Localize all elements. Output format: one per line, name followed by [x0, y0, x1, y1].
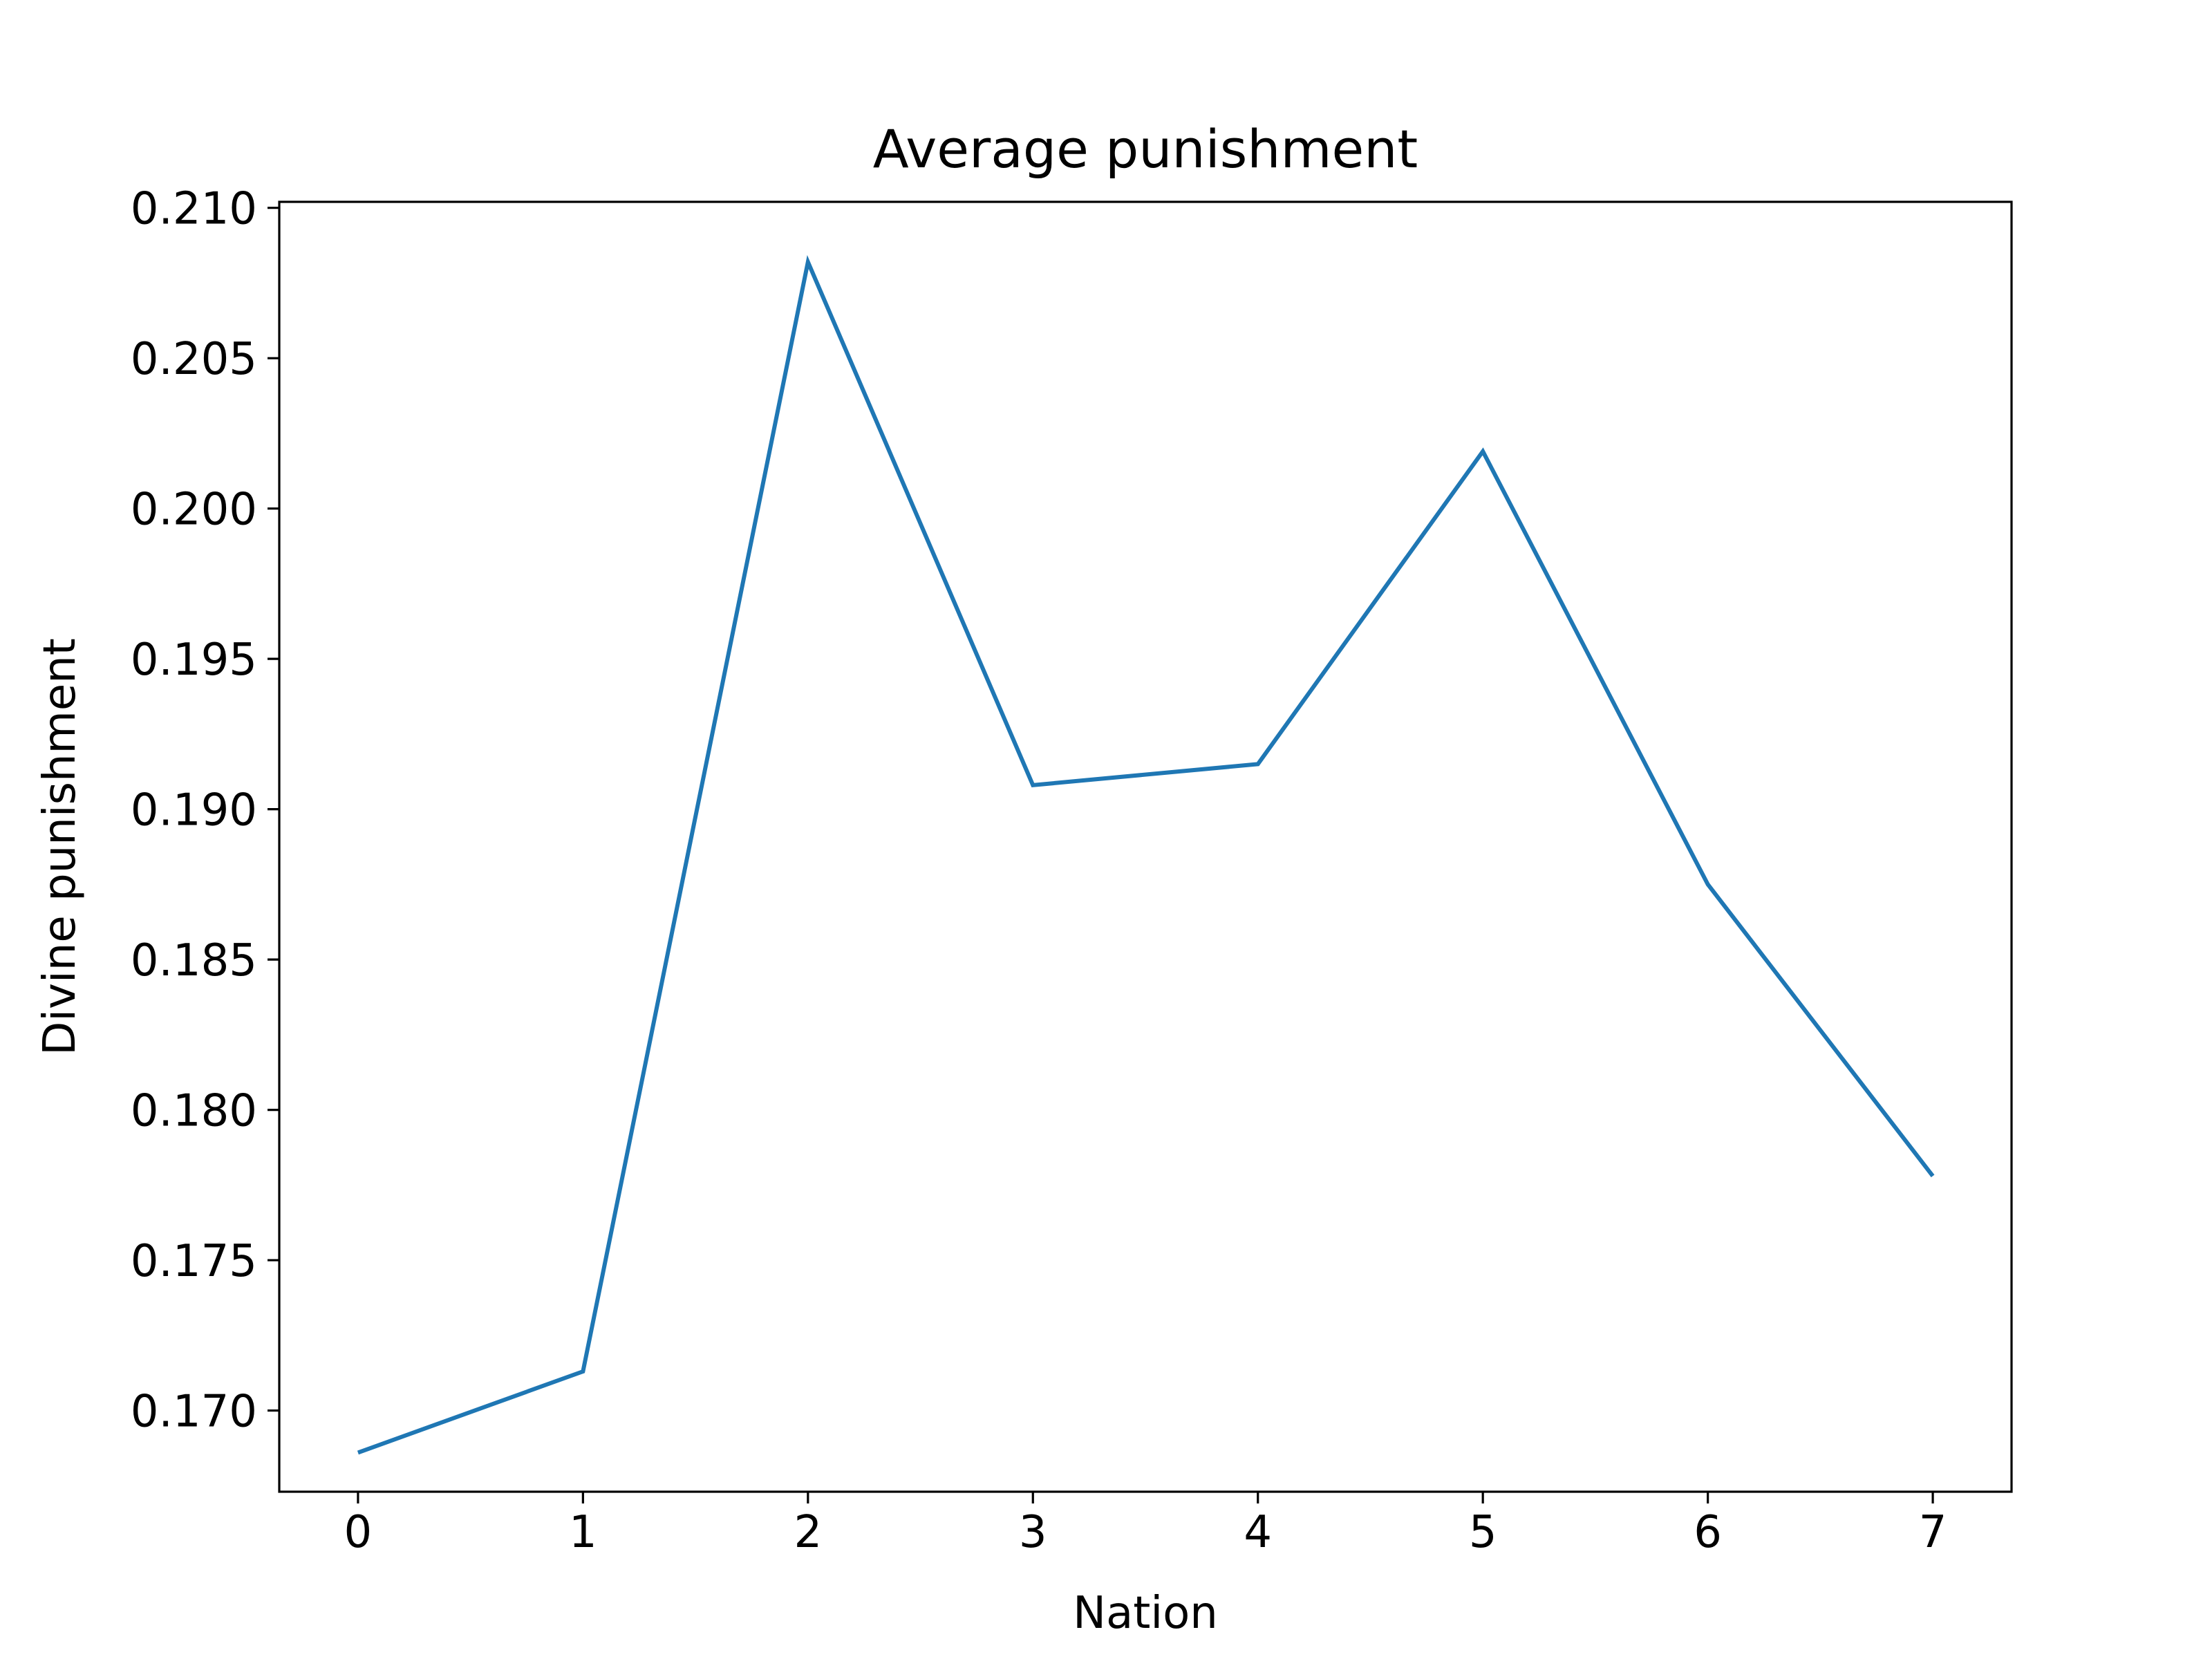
y-tick-label: 0.190 [131, 785, 257, 836]
y-tick-label: 0.170 [131, 1387, 257, 1438]
x-tick-label: 6 [1694, 1507, 1722, 1558]
x-tick-label: 7 [1919, 1507, 1947, 1558]
y-tick-label: 0.175 [131, 1236, 257, 1287]
y-axis-label: Divine punishment [35, 638, 86, 1056]
y-tick-label: 0.180 [131, 1086, 257, 1137]
y-tick-label: 0.210 [131, 184, 257, 235]
series-line [357, 254, 1935, 1455]
y-tick-label: 0.185 [131, 935, 257, 986]
axes-frame [278, 200, 2013, 1493]
y-axis: 0.170 0.175 0.180 0.185 0.190 0.195 0.200 0.205… [131, 184, 279, 1438]
x-tick-label: 5 [1469, 1507, 1497, 1558]
x-tick-label: 1 [569, 1507, 597, 1558]
y-tick-label: 0.205 [131, 334, 257, 385]
x-tick-label: 4 [1244, 1507, 1272, 1558]
plot-area [357, 254, 1935, 1455]
x-tick-label: 2 [794, 1507, 822, 1558]
chart-title: Average punishment [873, 118, 1418, 180]
y-tick-label: 0.195 [131, 635, 257, 686]
x-tick-label: 3 [1019, 1507, 1047, 1558]
y-tick-label: 0.200 [131, 485, 257, 536]
x-tick-label: 0 [344, 1507, 373, 1558]
x-axis: 0 1 2 3 4 5 6 7 [344, 1492, 1947, 1558]
x-axis-label: Nation [1073, 1588, 1218, 1639]
